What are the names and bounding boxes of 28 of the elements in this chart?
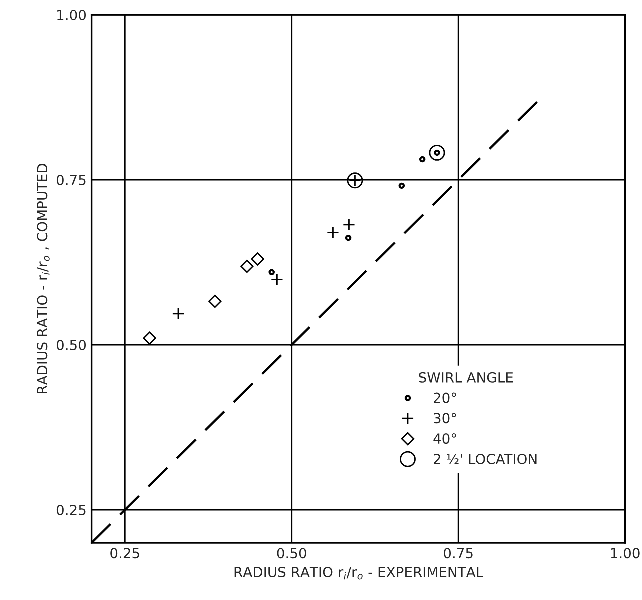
legend-label: 20° <box>434 392 456 404</box>
x-tick-label: 0.75 <box>444 548 473 559</box>
x-tick-label: 0.50 <box>277 548 306 559</box>
point <box>345 234 352 242</box>
y-tick-label: 0.75 <box>56 174 86 186</box>
point <box>429 144 446 161</box>
legend-label: 40° <box>434 434 456 444</box>
point <box>172 308 185 320</box>
legend-label: 30° <box>434 413 456 424</box>
x-axis-title: RADIUS RATIO r$_{i}$/r$_{o}$ - EXPERIMENTAL <box>234 566 484 580</box>
x-tick-label: 0.25 <box>110 548 140 559</box>
y-tick-label: 1.00 <box>58 10 86 20</box>
legend-label: 2 ½' LOCATION <box>434 454 537 464</box>
point <box>240 260 254 274</box>
point <box>398 182 406 190</box>
y-tick-label: 0.25 <box>56 504 86 516</box>
point <box>270 273 284 286</box>
y-tick-label: 0.50 <box>56 340 86 350</box>
point <box>419 156 426 163</box>
point <box>268 269 275 276</box>
x-tick-label: 1.00 <box>611 548 640 559</box>
legend-title: SWIRL ANGLE <box>419 372 514 383</box>
point <box>208 294 222 308</box>
point <box>251 252 264 266</box>
point <box>143 332 156 345</box>
y-axis-title: RADIUS RATIO - r$_{i}$/r$_{o}$ , COMPUTED <box>37 164 50 394</box>
point <box>326 226 340 240</box>
point <box>342 218 356 232</box>
